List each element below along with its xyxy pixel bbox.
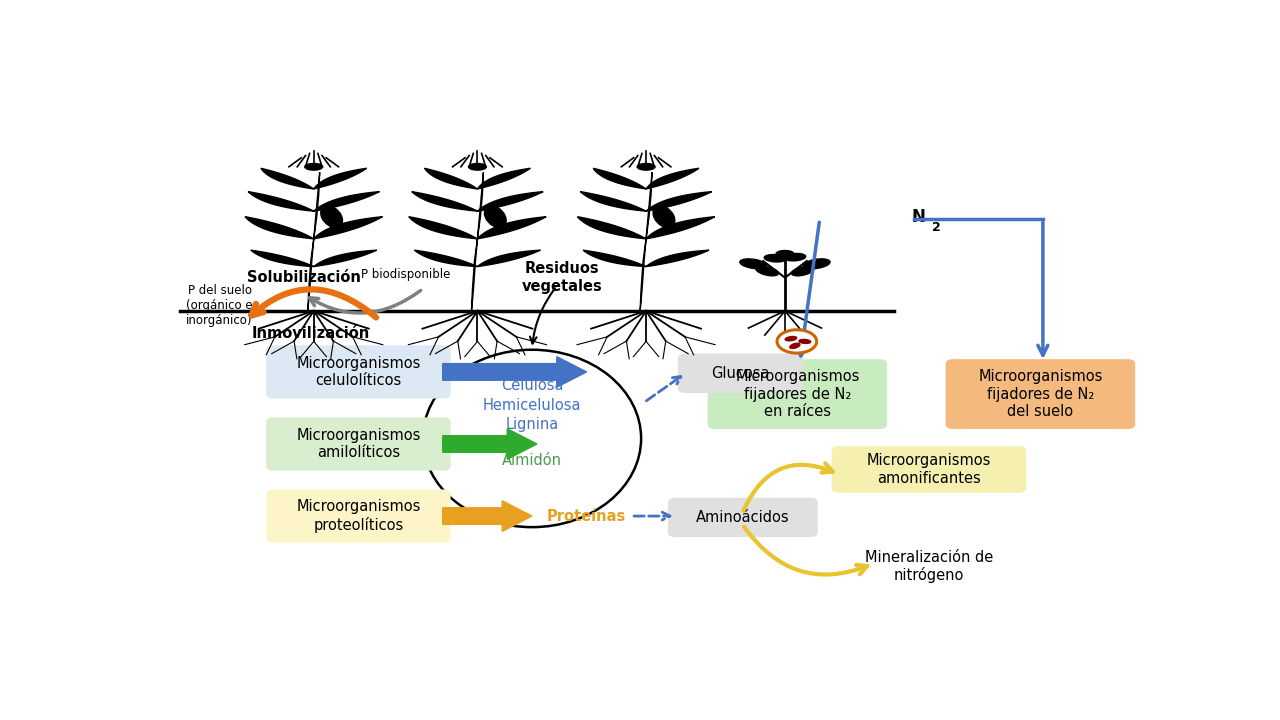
Polygon shape <box>261 168 314 189</box>
Polygon shape <box>646 168 699 189</box>
FancyBboxPatch shape <box>678 354 803 393</box>
Polygon shape <box>251 250 314 266</box>
Polygon shape <box>477 192 543 211</box>
Polygon shape <box>415 250 477 266</box>
Ellipse shape <box>755 266 778 276</box>
Polygon shape <box>646 250 709 266</box>
Text: N: N <box>911 207 925 225</box>
Ellipse shape <box>740 259 767 269</box>
Text: P del suelo
(orgánico e
inorgánico): P del suelo (orgánico e inorgánico) <box>186 284 253 327</box>
Ellipse shape <box>468 163 486 170</box>
Polygon shape <box>314 192 379 211</box>
Text: Microorganismos
celulolíticos: Microorganismos celulolíticos <box>296 356 421 388</box>
Text: Residuos
vegetales: Residuos vegetales <box>521 261 602 294</box>
Text: Microorganismos
amonificantes: Microorganismos amonificantes <box>867 454 991 486</box>
Text: Microorganismos
fijadores de N₂
del suelo: Microorganismos fijadores de N₂ del suel… <box>978 369 1102 419</box>
FancyBboxPatch shape <box>832 446 1027 492</box>
Text: Microorganismos
amilolíticos: Microorganismos amilolíticos <box>296 428 421 460</box>
Polygon shape <box>593 168 646 189</box>
Ellipse shape <box>305 163 323 170</box>
FancyArrow shape <box>443 356 586 387</box>
Polygon shape <box>580 192 646 211</box>
Polygon shape <box>314 250 376 266</box>
Ellipse shape <box>799 339 810 343</box>
Ellipse shape <box>777 330 817 353</box>
Text: Microorganismos
fijadores de N₂
en raíces: Microorganismos fijadores de N₂ en raíce… <box>735 369 860 419</box>
Ellipse shape <box>422 350 641 527</box>
Text: Aminoácidos: Aminoácidos <box>696 510 790 525</box>
Text: 2: 2 <box>932 221 941 234</box>
Polygon shape <box>646 217 714 239</box>
Text: Lignina: Lignina <box>506 417 558 432</box>
Polygon shape <box>640 172 652 311</box>
Text: Mineralización de
nitrógeno: Mineralización de nitrógeno <box>865 549 993 583</box>
Text: Almidón: Almidón <box>502 453 562 468</box>
FancyBboxPatch shape <box>708 359 887 429</box>
Ellipse shape <box>804 259 829 269</box>
Ellipse shape <box>785 253 805 261</box>
FancyBboxPatch shape <box>266 418 451 471</box>
Polygon shape <box>646 192 712 211</box>
FancyArrow shape <box>443 428 538 459</box>
FancyBboxPatch shape <box>266 490 451 543</box>
Text: Inmovilización: Inmovilización <box>252 325 370 341</box>
Polygon shape <box>248 192 314 211</box>
Polygon shape <box>577 217 646 239</box>
Polygon shape <box>412 192 477 211</box>
Text: Solubilización: Solubilización <box>247 270 361 285</box>
FancyBboxPatch shape <box>946 359 1135 429</box>
Ellipse shape <box>785 336 796 341</box>
Polygon shape <box>307 172 320 311</box>
FancyBboxPatch shape <box>266 346 451 399</box>
Polygon shape <box>477 250 540 266</box>
FancyBboxPatch shape <box>832 543 1027 590</box>
FancyBboxPatch shape <box>668 498 818 537</box>
Polygon shape <box>425 168 477 189</box>
Ellipse shape <box>776 251 794 257</box>
Polygon shape <box>244 217 314 239</box>
Polygon shape <box>314 217 383 239</box>
Ellipse shape <box>790 343 800 348</box>
Text: Hemicelulosa: Hemicelulosa <box>483 397 581 413</box>
Ellipse shape <box>321 206 343 228</box>
Polygon shape <box>477 217 547 239</box>
Polygon shape <box>314 168 366 189</box>
Text: Celulosa: Celulosa <box>500 378 563 393</box>
Text: P biodisponible: P biodisponible <box>361 269 451 282</box>
Ellipse shape <box>637 163 655 170</box>
Polygon shape <box>408 217 477 239</box>
Text: Proteínas: Proteínas <box>547 508 626 523</box>
Polygon shape <box>477 168 530 189</box>
Polygon shape <box>471 172 484 311</box>
FancyArrow shape <box>443 501 532 531</box>
Ellipse shape <box>764 255 786 262</box>
Text: Microorganismos
proteolíticos: Microorganismos proteolíticos <box>296 499 421 533</box>
Ellipse shape <box>791 266 814 276</box>
Ellipse shape <box>484 206 506 228</box>
Text: Glucosa: Glucosa <box>712 366 769 381</box>
Polygon shape <box>584 250 646 266</box>
Ellipse shape <box>653 206 675 228</box>
